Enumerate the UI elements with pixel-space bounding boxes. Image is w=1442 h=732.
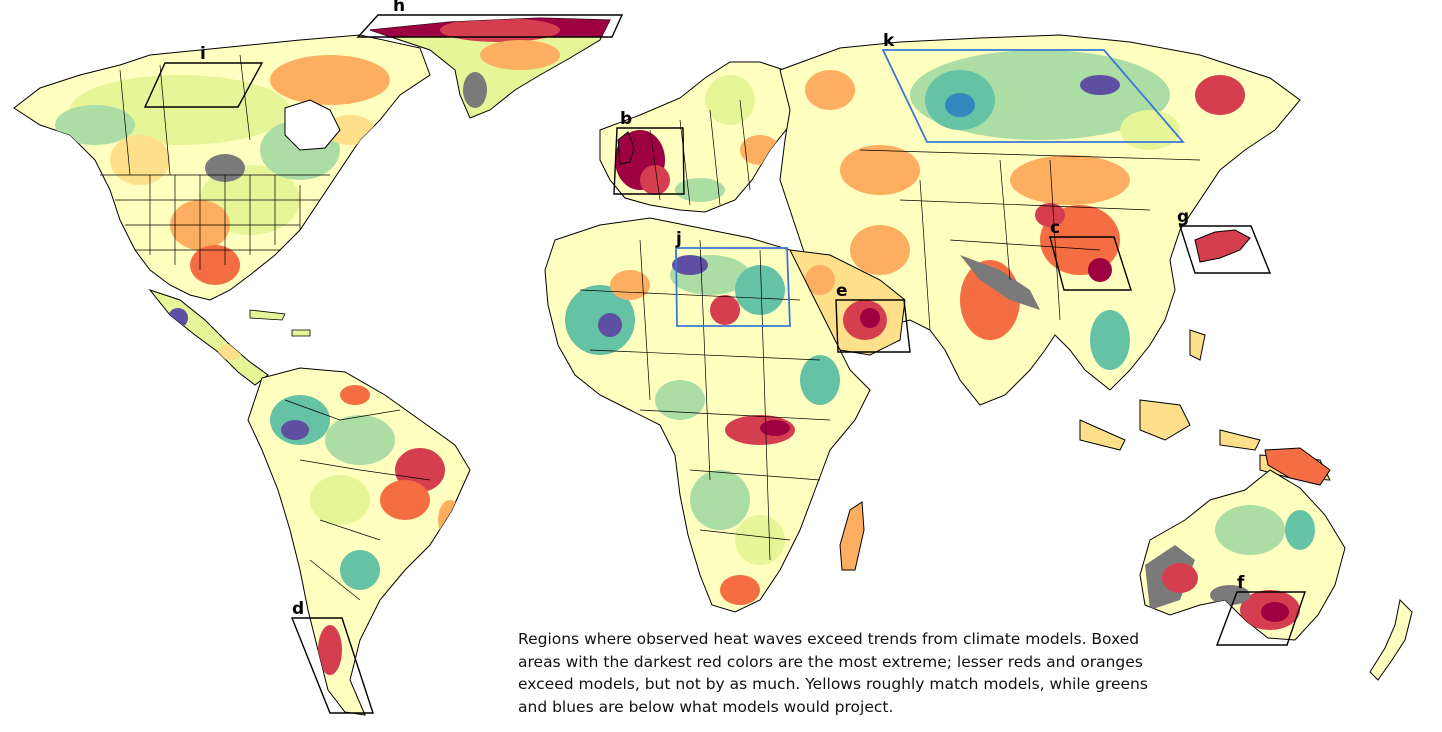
new-guinea (1264, 447, 1331, 486)
box-h-label: h (393, 0, 405, 16)
box-f: f (1215, 573, 1306, 646)
box-j-label: j (675, 229, 682, 249)
box-d-outline (290, 617, 374, 714)
us-state-borders (100, 174, 330, 270)
box-e-outline (835, 299, 911, 353)
continent-south-america (247, 367, 471, 716)
continent-central-america (148, 288, 311, 386)
box-k: k (881, 31, 1185, 143)
box-i-outline (143, 62, 264, 108)
box-b: b (613, 109, 685, 195)
box-b-outline (613, 127, 685, 195)
box-g-label: g (1177, 207, 1189, 227)
box-h: h (356, 0, 624, 38)
map-caption: Regions where observed heat waves exceed… (518, 630, 1148, 716)
continent-greenland (369, 17, 611, 119)
box-i: i (143, 44, 264, 108)
canada-borders (119, 54, 251, 176)
box-h-outline (356, 14, 624, 38)
box-f-label: f (1237, 573, 1245, 593)
box-c: c (1049, 218, 1132, 291)
europe-borders (649, 99, 751, 206)
box-j: j (675, 229, 791, 327)
land-greenland (369, 17, 611, 119)
box-f-outline (1215, 591, 1306, 646)
uk-island (617, 131, 635, 165)
land-central-america (148, 288, 269, 386)
box-k-label: k (883, 31, 895, 51)
continent-north-america (13, 34, 431, 301)
region-boxes: h i b k g c j e (143, 0, 1306, 714)
box-d: d (290, 599, 374, 714)
continent-europe (599, 61, 801, 213)
caribbean-islands (249, 309, 311, 337)
box-e-label: e (836, 281, 848, 301)
box-b-label: b (620, 109, 632, 129)
continent-australia (1139, 447, 1413, 681)
box-k-outline (881, 49, 1185, 143)
asia-borders (859, 149, 1201, 331)
south-america-borders (284, 399, 431, 601)
box-c-label: c (1050, 218, 1060, 238)
box-g: g (1177, 207, 1272, 274)
madagascar (839, 501, 865, 571)
box-d-label: d (292, 599, 304, 619)
box-i-label: i (200, 44, 206, 64)
box-j-outline (675, 247, 791, 327)
new-zealand (1369, 598, 1413, 681)
africa-borders (579, 239, 831, 561)
box-e: e (835, 281, 911, 353)
box-g-outline (1179, 225, 1272, 274)
continent-arabia (789, 249, 906, 356)
japan-islands (1194, 229, 1251, 263)
box-c-outline (1049, 236, 1132, 291)
hudson-bay (284, 99, 341, 151)
